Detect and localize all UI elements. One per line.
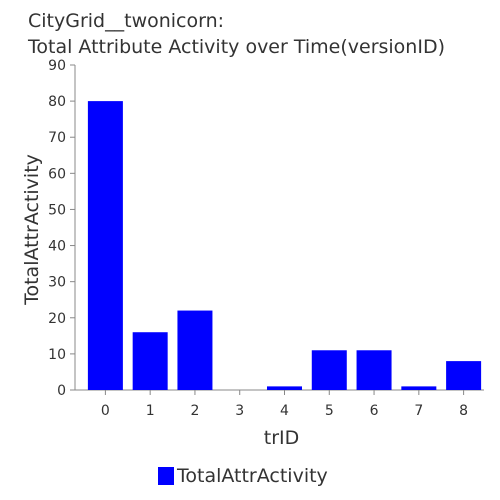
x-tick-label: 0 bbox=[101, 403, 110, 419]
bar-2 bbox=[177, 310, 213, 390]
bar-8 bbox=[446, 361, 482, 390]
y-tick-label: 30 bbox=[48, 275, 66, 291]
bar-0 bbox=[87, 101, 123, 390]
legend: TotalAttrActivity bbox=[158, 465, 328, 487]
y-tick-label: 70 bbox=[48, 130, 66, 146]
y-tick-label: 20 bbox=[48, 311, 66, 327]
bar-7 bbox=[401, 386, 437, 390]
bar-4 bbox=[267, 386, 302, 390]
y-tick-label: 10 bbox=[48, 347, 66, 363]
chart-title: CityGrid__twonicorn: Total Attribute Act… bbox=[28, 8, 445, 60]
x-tick-label: 6 bbox=[370, 403, 379, 419]
x-tick-label: 4 bbox=[280, 403, 289, 419]
legend-label: TotalAttrActivity bbox=[177, 465, 328, 487]
y-tick-label: 80 bbox=[48, 94, 66, 110]
chart-title-line-1: CityGrid__twonicorn: bbox=[28, 10, 225, 32]
y-tick-label: 90 bbox=[48, 58, 66, 74]
bar-5 bbox=[311, 350, 347, 390]
x-tick-label: 7 bbox=[414, 403, 423, 419]
x-tick-label: 8 bbox=[459, 403, 468, 419]
chart-title-line-2: Total Attribute Activity over Time(versi… bbox=[28, 36, 445, 58]
x-tick-label: 1 bbox=[146, 403, 155, 419]
x-tick-label: 5 bbox=[325, 403, 334, 419]
x-axis-title: trID bbox=[264, 427, 300, 449]
legend-swatch bbox=[158, 467, 174, 485]
y-tick-label: 60 bbox=[48, 166, 66, 182]
y-tick-label: 50 bbox=[48, 202, 66, 218]
y-axis-title: TotalAttrActivity bbox=[21, 154, 43, 306]
bar-1 bbox=[132, 332, 168, 390]
y-tick-label: 0 bbox=[57, 383, 66, 399]
bar-6 bbox=[356, 350, 392, 390]
x-tick-label: 2 bbox=[190, 403, 199, 419]
x-tick-label: 3 bbox=[235, 403, 244, 419]
y-tick-label: 40 bbox=[48, 239, 66, 255]
